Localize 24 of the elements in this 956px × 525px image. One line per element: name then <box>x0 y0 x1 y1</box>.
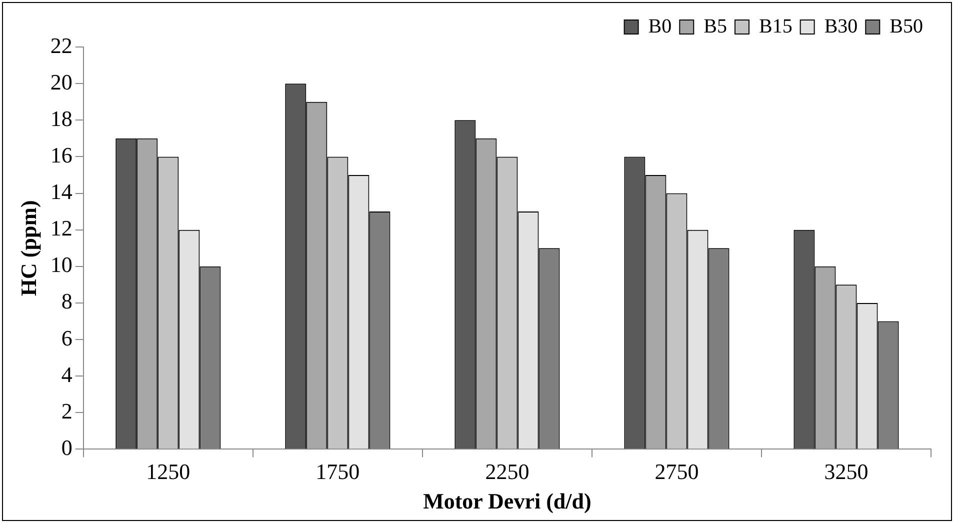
x-tick-label: 2750 <box>654 459 699 484</box>
y-tick-label: 6 <box>61 325 72 350</box>
y-tick-label: 14 <box>50 179 72 204</box>
legend-label: B5 <box>704 15 727 38</box>
y-tick-label: 22 <box>50 32 72 58</box>
x-tick-label: 1250 <box>146 459 190 484</box>
y-tick-label: 8 <box>61 288 72 314</box>
legend-label: B30 <box>824 15 858 38</box>
legend-label: B15 <box>758 15 792 38</box>
y-tick-label: 20 <box>50 69 72 94</box>
y-tick-label: 2 <box>61 398 72 424</box>
y-tick-label: 12 <box>50 216 72 241</box>
x-tick-label: 1750 <box>316 459 360 484</box>
legend-label: B50 <box>890 15 924 38</box>
x-tick-label: 2250 <box>485 459 530 484</box>
y-tick-label: 10 <box>50 252 72 278</box>
x-axis-title: Motor Devri (d/d) <box>423 488 592 514</box>
y-tick-label: 18 <box>50 106 72 131</box>
legend-label: B0 <box>648 15 672 38</box>
y-tick-label: 16 <box>50 142 72 168</box>
y-axis-title: HC (ppm) <box>16 200 41 296</box>
x-tick-label: 3250 <box>824 459 868 484</box>
y-tick-label: 0 <box>61 434 72 460</box>
y-tick-label: 4 <box>61 362 72 387</box>
